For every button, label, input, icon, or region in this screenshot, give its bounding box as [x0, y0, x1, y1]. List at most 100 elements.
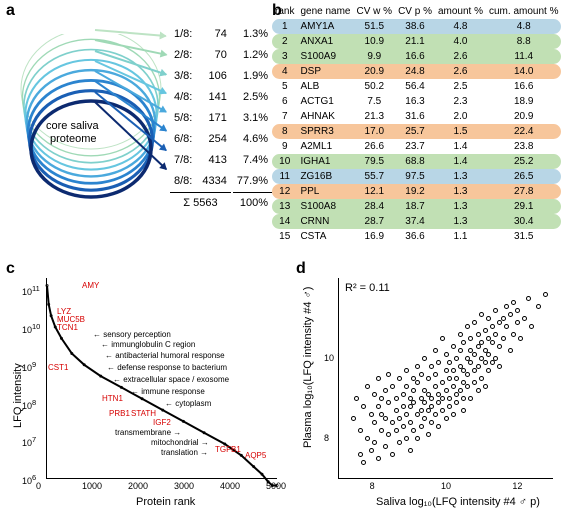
- cell-gene: CSTA: [297, 229, 353, 244]
- cell-rank: 14: [272, 214, 297, 229]
- cell-cum: 23.8: [486, 139, 561, 154]
- cell-rank: 6: [272, 94, 297, 109]
- cell-rank: 3: [272, 49, 297, 64]
- c-annotation: ← antibacterial humoral response: [105, 351, 225, 360]
- chart-c: AMYLYZMUC5BTCN1CST1HTN1PRB1STATHIGF2TGFB…: [46, 278, 277, 479]
- cell-gene: CRNN: [297, 214, 353, 229]
- cell-cvp: 19.2: [395, 184, 435, 199]
- c-protein-label: STATH: [131, 409, 156, 418]
- cell-cum: 16.6: [486, 79, 561, 94]
- col-header: rank: [272, 4, 297, 19]
- cell-cvw: 21.3: [354, 109, 396, 124]
- cell-gene: ALB: [297, 79, 353, 94]
- cell-rank: 9: [272, 139, 297, 154]
- cell-cvw: 10.9: [354, 34, 396, 49]
- cell-gene: PPL: [297, 184, 353, 199]
- a-frac: 8/8:: [170, 171, 196, 190]
- a-pct: 4.6%: [233, 129, 272, 148]
- c-protein-label: HTN1: [102, 394, 123, 403]
- c-xlabel: Protein rank: [136, 496, 195, 508]
- cell-amt: 4.8: [435, 19, 486, 34]
- a-n: 70: [198, 45, 230, 64]
- cell-amt: 2.0: [435, 109, 486, 124]
- a-n: 171: [198, 108, 230, 127]
- cell-gene: A2ML1: [297, 139, 353, 154]
- cell-cvp: 21.1: [395, 34, 435, 49]
- cell-cum: 25.2: [486, 154, 561, 169]
- cell-amt: 1.3: [435, 199, 486, 214]
- cell-cvp: 38.6: [395, 19, 435, 34]
- cell-cvp: 25.7: [395, 124, 435, 139]
- panel-b: rankgene nameCV w %CV p %amount %cum. am…: [272, 4, 564, 244]
- gene-table: rankgene nameCV w %CV p %amount %cum. am…: [272, 4, 561, 244]
- c-annotation: mitochondrial →: [151, 438, 209, 447]
- cell-rank: 12: [272, 184, 297, 199]
- c-annotation: ← cytoplasm: [165, 399, 211, 408]
- cell-rank: 1: [272, 19, 297, 34]
- c-protein-label: TGFB1: [215, 445, 241, 454]
- a-pct: 2.5%: [233, 87, 272, 106]
- cell-cum: 29.1: [486, 199, 561, 214]
- c-annotation: translation →: [161, 448, 208, 457]
- cell-gene: DSP: [297, 64, 353, 79]
- cell-amt: 1.3: [435, 169, 486, 184]
- c-ylabel: LFQ intensity: [12, 363, 24, 428]
- col-header: amount %: [435, 4, 486, 19]
- cell-cvw: 12.1: [354, 184, 396, 199]
- a-n: 141: [198, 87, 230, 106]
- c-protein-label: IGF2: [153, 418, 171, 427]
- cell-cum: 27.8: [486, 184, 561, 199]
- cell-cum: 31.5: [486, 229, 561, 244]
- cell-amt: 2.6: [435, 49, 486, 64]
- a-n: 413: [198, 150, 230, 169]
- panel-a: core saliva proteome 1/8:741.3%2/8:701.2…: [6, 4, 266, 214]
- cell-cvp: 16.3: [395, 94, 435, 109]
- cell-amt: 1.1: [435, 229, 486, 244]
- cell-cvp: 18.7: [395, 199, 435, 214]
- cell-cvw: 51.5: [354, 19, 396, 34]
- a-n: 74: [198, 24, 230, 43]
- col-header: cum. amount %: [486, 4, 561, 19]
- a-frac: 4/8:: [170, 87, 196, 106]
- a-pct: 1.9%: [233, 66, 272, 85]
- a-total-pct: 100%: [233, 192, 272, 212]
- c-protein-label: AQP5: [245, 451, 266, 460]
- panel-c: LFQ intensity AMYLYZMUC5BTCN1CST1HTN1PRB…: [6, 268, 286, 518]
- cell-cum: 8.8: [486, 34, 561, 49]
- a-sigma: Σ 5563: [170, 192, 231, 212]
- cell-rank: 7: [272, 109, 297, 124]
- cell-amt: 1.4: [435, 154, 486, 169]
- c-protein-label: AMY: [82, 281, 99, 290]
- cell-cvw: 55.7: [354, 169, 396, 184]
- cell-cum: 18.9: [486, 94, 561, 109]
- cell-amt: 2.3: [435, 94, 486, 109]
- chart-d: R² = 0.11: [338, 278, 553, 479]
- cell-amt: 1.3: [435, 184, 486, 199]
- cell-cvp: 68.8: [395, 154, 435, 169]
- a-n: 106: [198, 66, 230, 85]
- cell-gene: IGHA1: [297, 154, 353, 169]
- cell-rank: 5: [272, 79, 297, 94]
- a-pct: 1.3%: [233, 24, 272, 43]
- cell-cvp: 16.6: [395, 49, 435, 64]
- c-protein-label: TCN1: [57, 323, 78, 332]
- cell-cum: 22.4: [486, 124, 561, 139]
- a-pct: 7.4%: [233, 150, 272, 169]
- panel-a-table: 1/8:741.3%2/8:701.2%3/8:1061.9%4/8:1412.…: [168, 22, 274, 214]
- col-header: CV p %: [395, 4, 435, 19]
- cell-amt: 2.6: [435, 64, 486, 79]
- cell-cvp: 36.6: [395, 229, 435, 244]
- a-n: 4334: [198, 171, 230, 190]
- c-annotation: ← immune response: [131, 387, 205, 396]
- a-frac: 6/8:: [170, 129, 196, 148]
- cell-rank: 8: [272, 124, 297, 139]
- a-frac: 7/8:: [170, 150, 196, 169]
- cell-rank: 10: [272, 154, 297, 169]
- cell-cvw: 79.5: [354, 154, 396, 169]
- cell-cvw: 16.9: [354, 229, 396, 244]
- a-frac: 1/8:: [170, 24, 196, 43]
- c-annotation: ← immunglobulin C region: [101, 340, 195, 349]
- cell-cvp: 23.7: [395, 139, 435, 154]
- c-protein-label: PRB1: [109, 409, 130, 418]
- cell-amt: 1.5: [435, 124, 486, 139]
